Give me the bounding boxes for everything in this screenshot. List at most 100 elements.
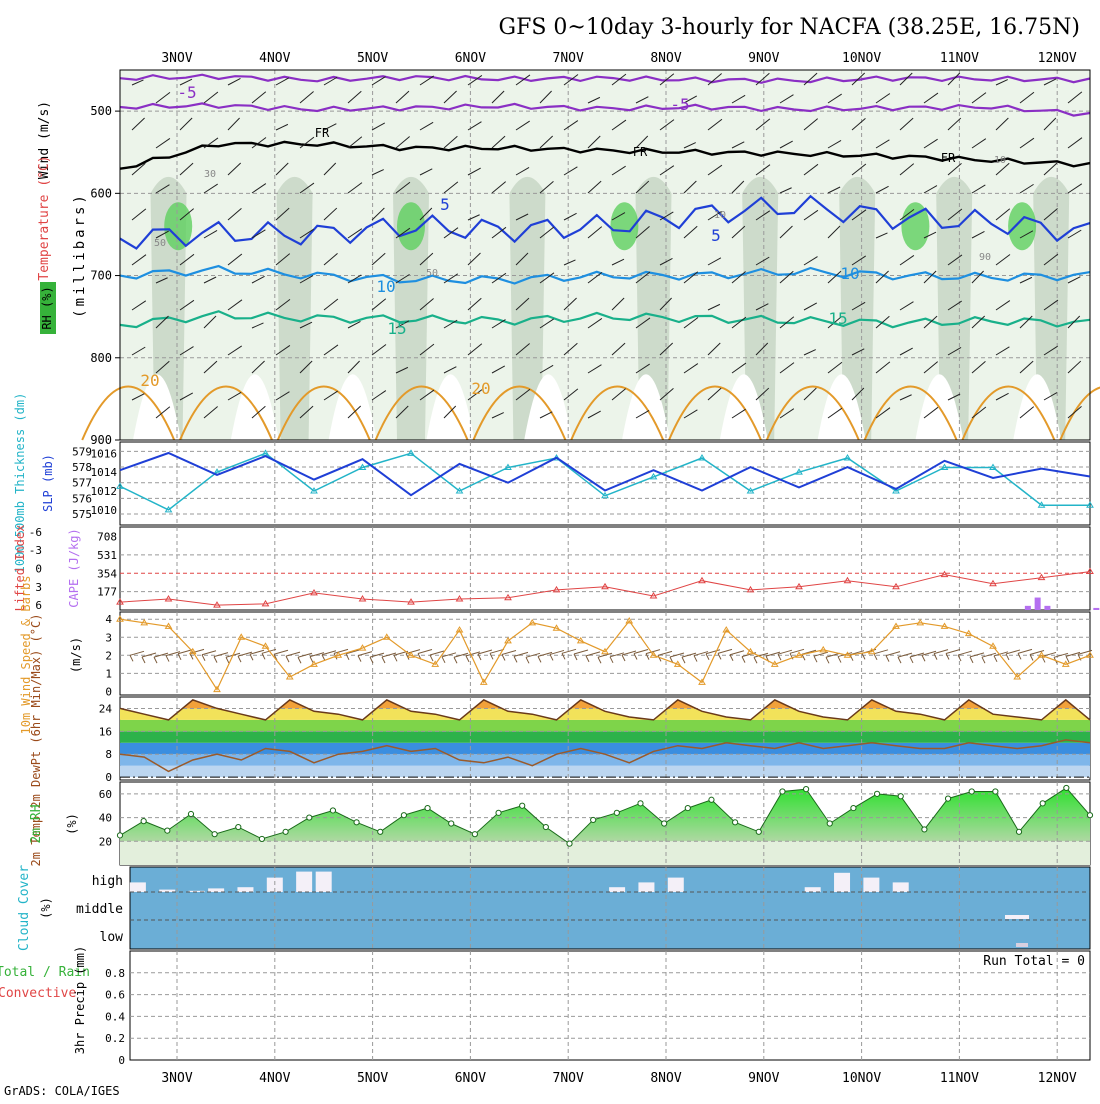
wind-barb: [923, 361, 939, 374]
wind-barb: [371, 390, 387, 401]
rh2m-marker: [755, 828, 762, 835]
rh-shade-blob: [276, 176, 313, 440]
wind10m-tick-label: 0: [105, 685, 112, 698]
wind10m-speed-marker: [989, 642, 997, 649]
wind-barb: [155, 406, 171, 419]
thickness-tick-label: 576: [72, 492, 92, 505]
wind-barb: [1043, 253, 1059, 266]
wind10m-speed-marker: [528, 618, 537, 626]
wind10m-label: 10m Wind Speed & Barbs: [19, 576, 33, 735]
wind-barb: [755, 342, 769, 356]
wind10m-barb: [489, 648, 505, 654]
wind10m-speed-marker: [722, 626, 731, 633]
wind-barb: [227, 345, 243, 356]
wind-barb: [227, 299, 243, 311]
wind-barb: [467, 75, 483, 86]
wind10m-speed-marker: [334, 651, 343, 658]
wind-barb: [1067, 276, 1081, 284]
wind-barb: [299, 405, 314, 419]
wind10m-speed-marker: [964, 629, 973, 637]
wind-barb: [395, 227, 411, 239]
slp-tick-label: 1014: [91, 466, 118, 479]
cloud-panel: high middle low Cloud Cover (%): [17, 865, 1091, 951]
wind10m-barb-tick: [609, 656, 614, 664]
wind10m-barb: [561, 648, 577, 654]
wind10m-barb: [957, 650, 973, 656]
wind-barb: [827, 407, 843, 419]
wind-barb: [971, 406, 987, 419]
wind10m-barb: [945, 649, 961, 654]
rh-shade-blob: [635, 176, 672, 440]
ylabel-rh: RH (%): [40, 286, 54, 329]
wind-barb: [251, 91, 267, 104]
cloud-label: Cloud Cover: [17, 865, 32, 951]
wind-barb: [683, 363, 699, 374]
slp-line-marker: [504, 463, 512, 470]
temp-band: [120, 765, 1090, 778]
wind-barb: [755, 164, 771, 176]
wind10m-speed-line: [116, 615, 1094, 693]
lifted-index-marker: [358, 595, 367, 602]
wind-barb: [779, 225, 793, 239]
wind-barb: [275, 77, 290, 86]
wind-barb: [875, 270, 889, 284]
wind10m-barb: [933, 649, 949, 655]
wind-barb: [827, 186, 841, 194]
wind-barb: [683, 142, 696, 149]
lifted-index-marker: [892, 582, 900, 590]
wind10m-barb: [189, 648, 205, 654]
wind-barb: [779, 94, 794, 104]
temp-band: [120, 742, 1090, 755]
wind10m-speed-marker: [940, 622, 949, 629]
wind-barb: [923, 231, 937, 239]
wind10m-speed-marker: [431, 660, 440, 667]
contour-label: FR: [633, 145, 648, 159]
wind-barb: [1019, 406, 1035, 419]
wind-barb: [515, 74, 531, 86]
wind-barb: [995, 392, 1009, 401]
wind10m-speed-marker: [285, 672, 294, 680]
upper-air-panel: -5 -5 FR FR FR 5 5 10 10 15 15 20 20 30 50 50 90 10 10 500…: [37, 69, 1100, 447]
wind10m-barb: [177, 649, 193, 655]
top-date-label: 4NOV: [259, 51, 290, 66]
wind10m-speed-marker: [770, 660, 779, 667]
wind-barb: [227, 207, 242, 221]
wind-barb: [971, 270, 984, 284]
contour-20c: [570, 385, 665, 441]
wind-barb: [347, 136, 363, 149]
rh2m-line: [116, 784, 1094, 847]
bottom-date-label: 4NOV: [259, 1071, 290, 1086]
wind-barb: [395, 273, 410, 284]
wind-barb: [971, 315, 986, 329]
wind-barb: [947, 347, 962, 356]
wind10m-panel: 4 3 2 1 0 10m Wind Speed & Barbs (m/s): [19, 576, 1094, 735]
wind-barb: [827, 316, 842, 329]
cape-tick-label: 531: [97, 549, 117, 562]
wind-barb: [563, 388, 579, 401]
wind10m-barb-tick: [1005, 653, 1010, 661]
wind-barb: [755, 210, 771, 221]
wind10m-barb-tick: [801, 654, 806, 661]
wind-barb: [587, 364, 602, 374]
wind10m-barb: [777, 649, 793, 655]
contour-20c: [863, 385, 958, 441]
lifted-index: [119, 571, 1091, 606]
slp-tick-label: 1016: [91, 447, 118, 460]
wind-barb: [539, 180, 554, 194]
rh-label: 50: [426, 268, 438, 279]
temp2m-tick-label: 0: [105, 771, 112, 784]
wind-barb: [803, 118, 819, 131]
cape-frame: [119, 526, 1091, 611]
wind10m-tick-label: 2: [105, 649, 112, 662]
wind-barb: [203, 183, 218, 194]
rh2m-panel: 60 40 20 2m RH (%): [29, 781, 1094, 866]
cloud-high-bar: [208, 888, 225, 892]
lifted-index-marker: [504, 593, 512, 601]
wind10m-barb-tick: [777, 653, 782, 661]
wind-barb: [515, 388, 531, 401]
cloud-high-bar: [638, 882, 655, 892]
lifted-index-marker: [261, 599, 270, 607]
wind10m-grid: [120, 612, 1090, 695]
wind10m-barb-tick: [381, 656, 386, 664]
wind10m-barb: [237, 651, 253, 657]
